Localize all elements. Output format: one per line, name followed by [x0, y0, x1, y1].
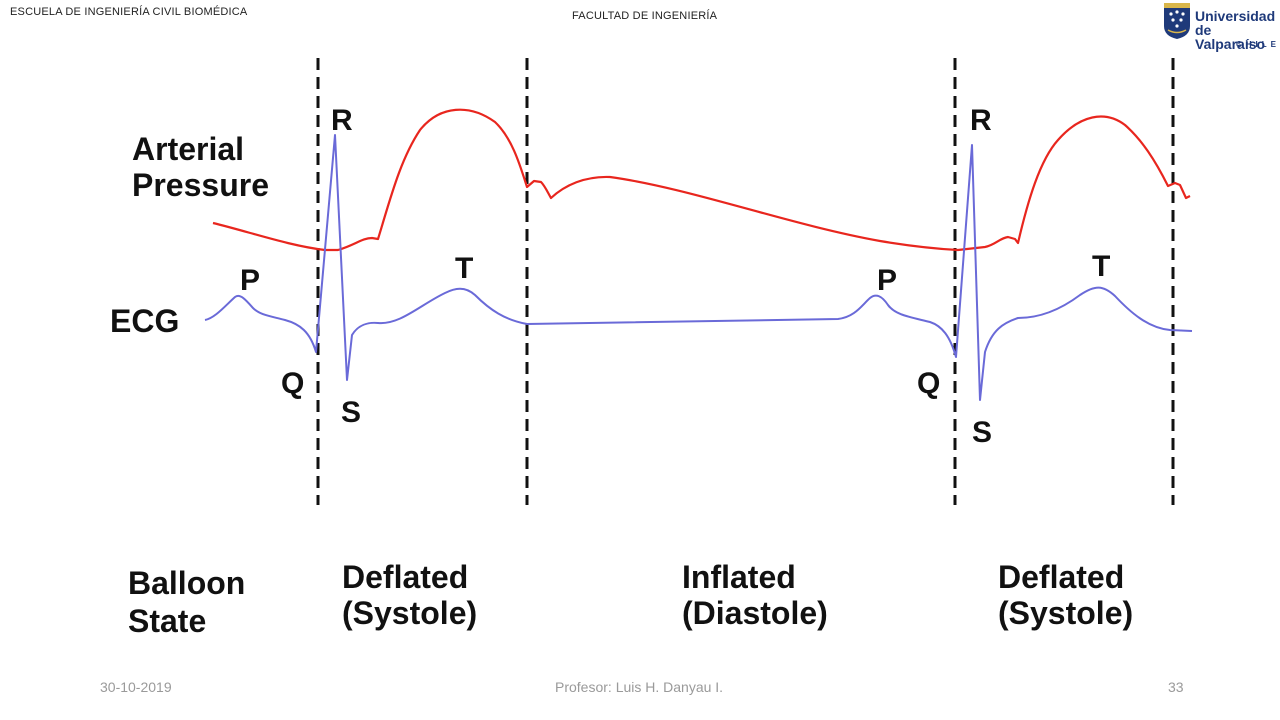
balloon-state-label-line1: Balloon	[128, 565, 245, 601]
wave-label-q-2: Q	[917, 367, 940, 400]
wave-label-t-2: T	[1092, 250, 1110, 283]
logo-text-line2: de Valparaíso	[1195, 22, 1266, 52]
logo-text-line3: CHILE	[1236, 40, 1280, 49]
school-name: ESCUELA DE INGENIERÍA CIVIL BIOMÉDICA	[10, 6, 248, 18]
wave-label-p-2: P	[877, 264, 897, 297]
wave-label-r-1: R	[331, 104, 353, 137]
state-1-line2: (Systole)	[342, 595, 477, 631]
logo-shield-icon	[1164, 3, 1190, 39]
arterial-pressure-curve	[212, 108, 1191, 252]
wave-label-q-1: Q	[281, 367, 304, 400]
balloon-state-label-line2: State	[128, 603, 206, 639]
footer-date: 30-10-2019	[100, 679, 172, 695]
ecg-curve	[204, 134, 1193, 401]
wave-label-s-2: S	[972, 416, 992, 449]
footer-professor: Profesor: Luis H. Danyau I.	[555, 679, 724, 695]
wave-label-s-1: S	[341, 396, 361, 429]
logo-text-line1: Universidad	[1195, 8, 1276, 24]
wave-label-p-1: P	[240, 264, 260, 297]
arterial-pressure-label-line1: Arterial	[132, 131, 244, 167]
state-3-line1: Deflated	[998, 559, 1124, 595]
divider-lines	[316, 58, 1175, 505]
state-2-line1: Inflated	[682, 559, 796, 595]
wave-label-r-2: R	[970, 104, 992, 137]
state-2-line2: (Diastole)	[682, 595, 828, 631]
faculty-name: FACULTAD DE INGENIERÍA	[572, 10, 718, 22]
university-logo: Universidad de Valparaíso CHILE	[1162, 0, 1276, 52]
arterial-pressure-label-line2: Pressure	[132, 167, 269, 203]
state-1-line1: Deflated	[342, 559, 468, 595]
state-3-line2: (Systole)	[998, 595, 1133, 631]
footer-page-number: 33	[1168, 679, 1184, 695]
ecg-label: ECG	[110, 303, 179, 339]
wave-label-t-1: T	[455, 252, 473, 285]
